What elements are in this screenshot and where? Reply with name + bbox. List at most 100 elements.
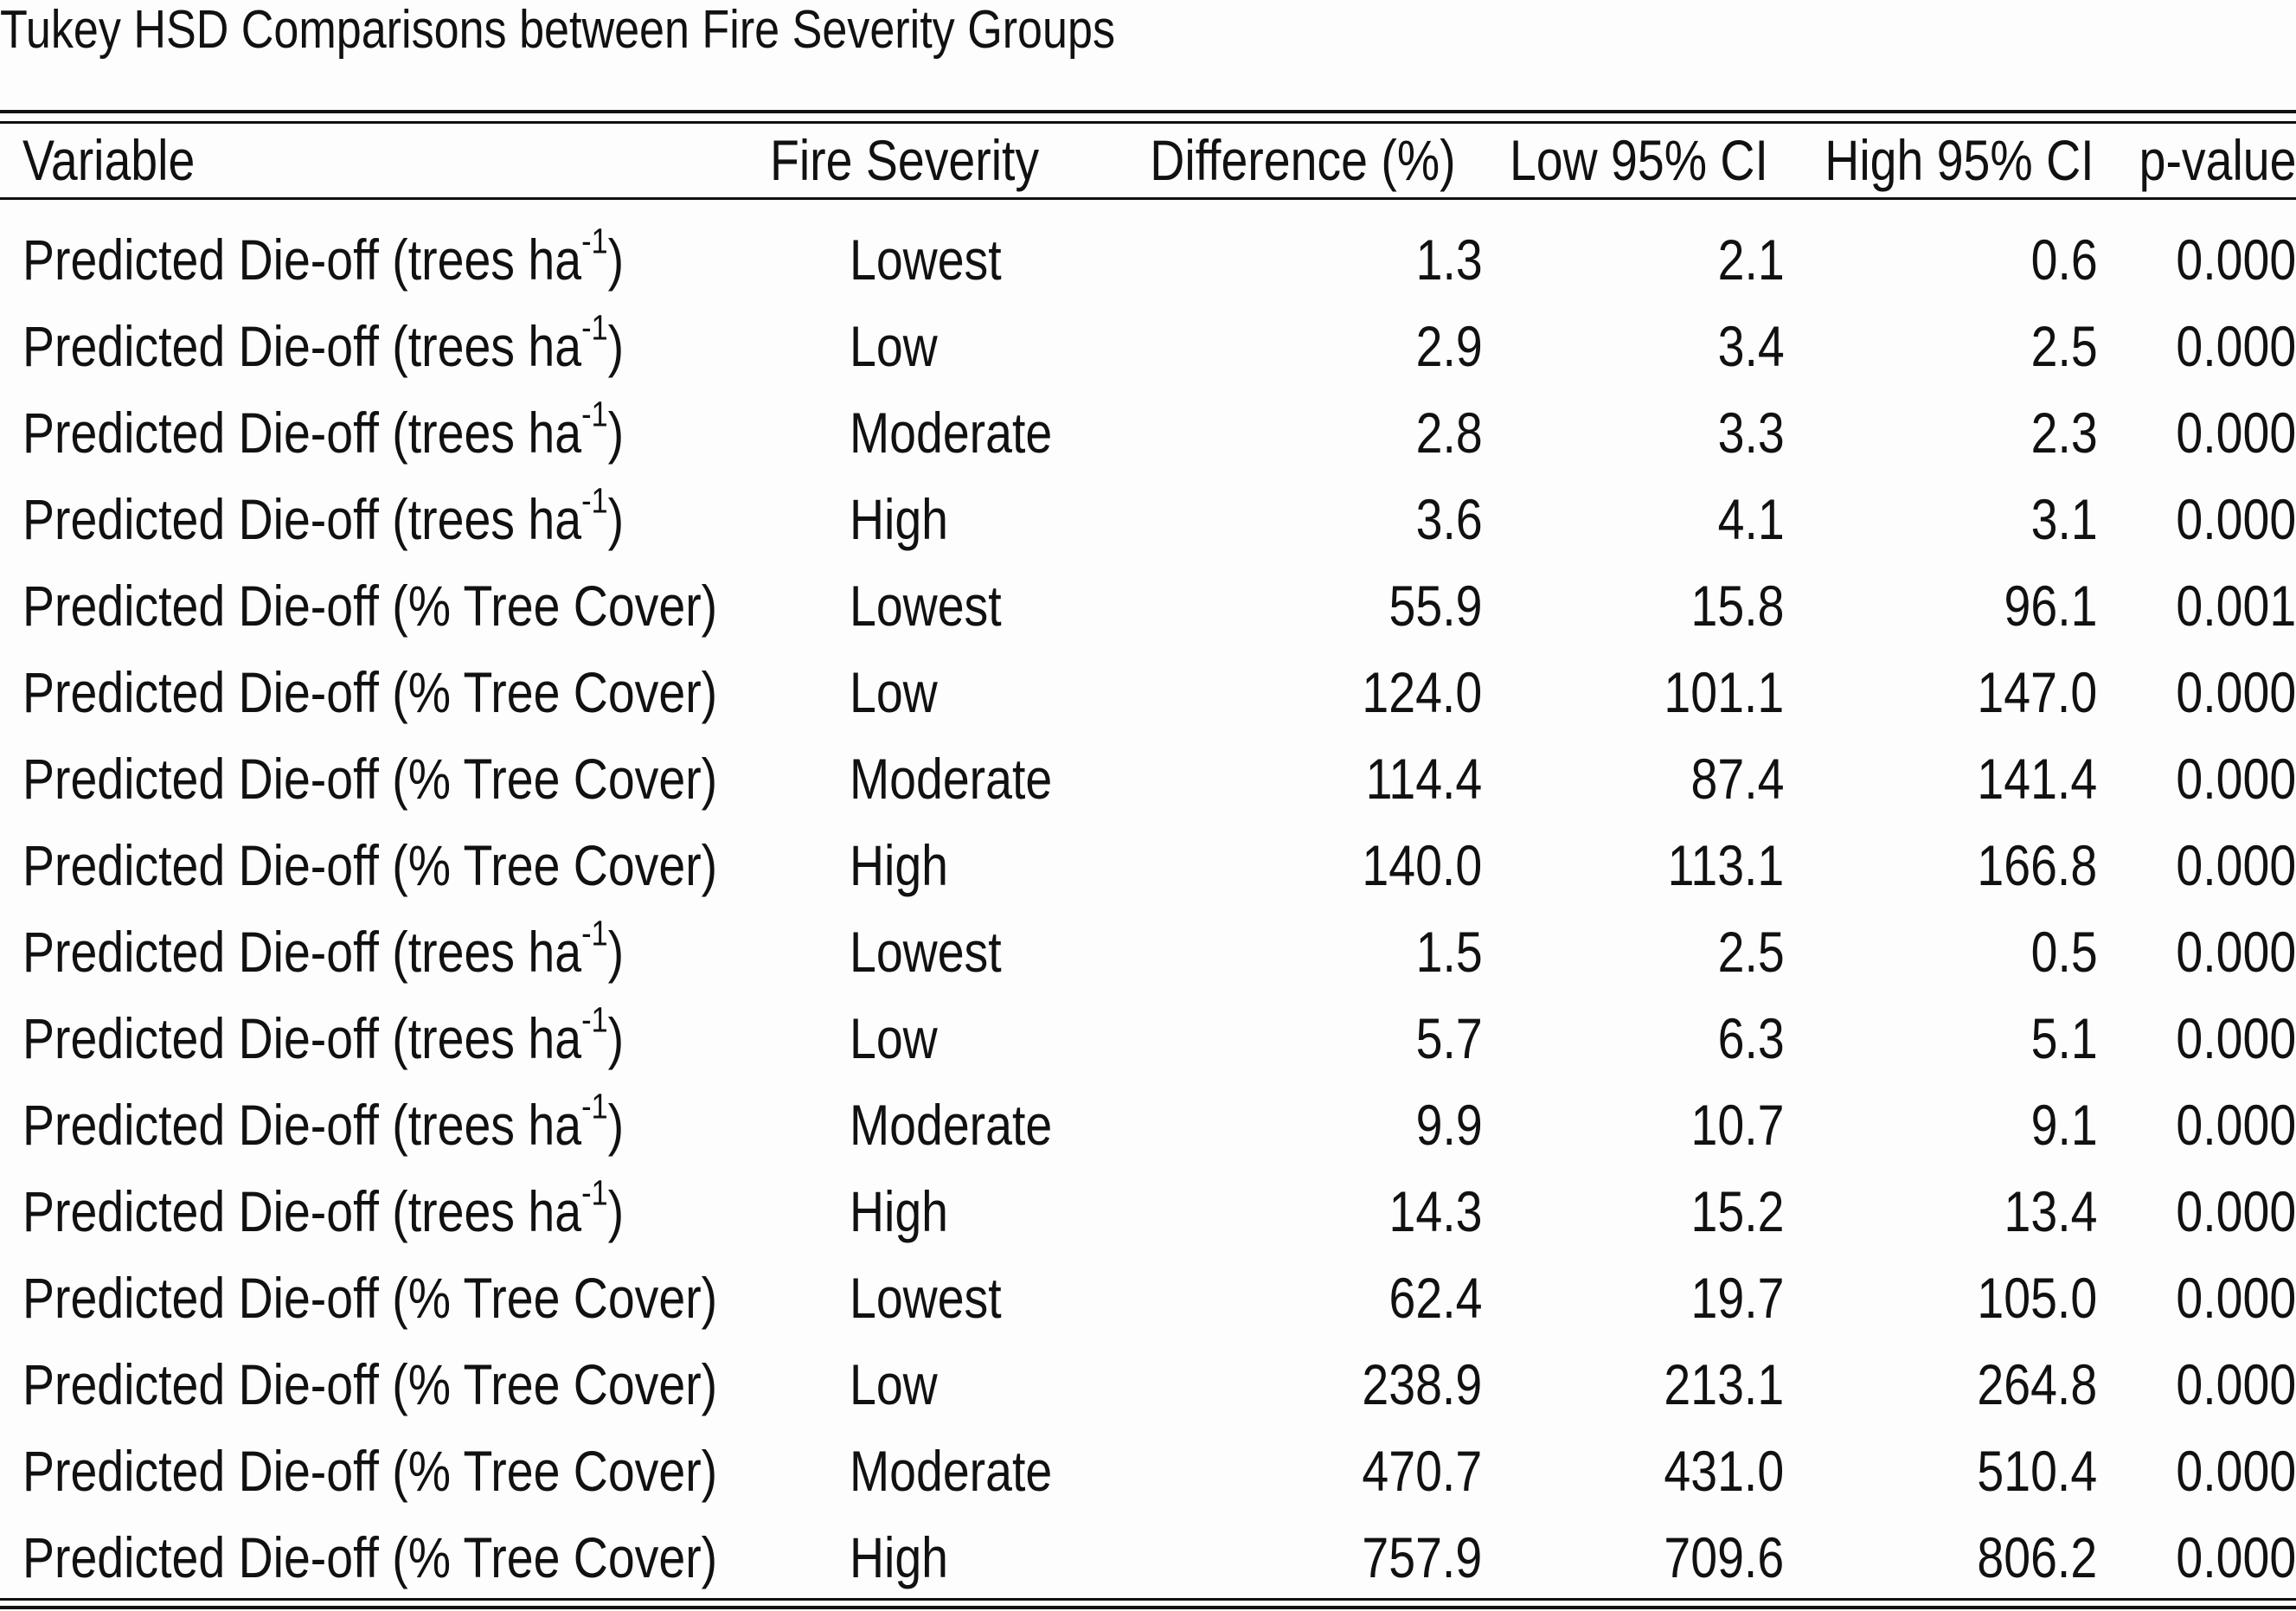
cell-p-value: 0.000 — [2176, 1352, 2296, 1416]
cell-high-ci: 96.1 — [2004, 574, 2098, 638]
variable-label: Predicted Die-off (% Tree Cover) — [22, 747, 718, 811]
unit-exponent: -1 — [581, 221, 608, 261]
cell-low-ci: 4.1 — [1717, 487, 1785, 551]
cell-difference: 1.5 — [1415, 920, 1483, 984]
cell-low-ci: 3.4 — [1717, 314, 1785, 378]
cell-variable: Predicted Die-off (trees ha-1) — [0, 303, 850, 389]
top-rule-inner — [0, 121, 2296, 124]
variable-label-close: ) — [607, 1093, 625, 1157]
cell-high-ci: 105.0 — [1977, 1266, 2098, 1330]
cell-fire-severity: Low — [850, 314, 938, 378]
cell-variable: Predicted Die-off (% Tree Cover) — [0, 735, 850, 822]
cell-high-ci: 5.1 — [2030, 1006, 2098, 1070]
cell-high-ci: 0.6 — [2030, 228, 2098, 292]
header-rule — [0, 197, 2296, 200]
variable-label: Predicted Die-off (trees ha — [22, 1093, 582, 1157]
variable-label-close: ) — [607, 401, 625, 465]
cell-low-ci: 6.3 — [1717, 1006, 1785, 1070]
table-row: Predicted Die-off (% Tree Cover) Lowest 62… — [0, 1255, 2296, 1341]
header-row: Variable Fire Severity Difference (%) Lo… — [0, 125, 2296, 195]
cell-variable: Predicted Die-off (% Tree Cover) — [0, 1255, 850, 1341]
cell-low-ci: 87.4 — [1690, 747, 1785, 811]
cell-p-value: 0.000 — [2176, 833, 2296, 897]
unit-exponent: -1 — [581, 999, 608, 1040]
cell-p-value: 0.000 — [2176, 314, 2296, 378]
cell-high-ci: 510.4 — [1977, 1439, 2098, 1503]
variable-label-close: ) — [607, 228, 625, 292]
cell-p-value: 0.000 — [2176, 1179, 2296, 1243]
cell-high-ci: 2.5 — [2030, 314, 2098, 378]
cell-fire-severity: Moderate — [850, 401, 1053, 465]
cell-low-ci: 2.5 — [1717, 920, 1785, 984]
variable-label: Predicted Die-off (trees ha — [22, 1006, 582, 1070]
table-row: Predicted Die-off (trees ha-1) Low 5.7 6.3 5… — [0, 995, 2296, 1081]
cell-variable: Predicted Die-off (trees ha-1) — [0, 908, 850, 995]
cell-low-ci: 709.6 — [1664, 1525, 1785, 1589]
cell-low-ci: 10.7 — [1690, 1093, 1785, 1157]
cell-p-value: 0.000 — [2176, 228, 2296, 292]
cell-fire-severity: High — [850, 1179, 949, 1243]
cell-variable: Predicted Die-off (trees ha-1) — [0, 389, 850, 476]
cell-p-value: 0.000 — [2176, 920, 2296, 984]
cell-high-ci: 147.0 — [1977, 660, 2098, 724]
variable-label: Predicted Die-off (% Tree Cover) — [22, 1352, 718, 1416]
cell-high-ci: 806.2 — [1977, 1525, 2098, 1589]
cell-variable: Predicted Die-off (% Tree Cover) — [0, 1341, 850, 1428]
cell-fire-severity: High — [850, 833, 949, 897]
cell-variable: Predicted Die-off (% Tree Cover) — [0, 562, 850, 649]
top-rule — [0, 110, 2296, 113]
cell-difference: 2.9 — [1415, 314, 1483, 378]
variable-label: Predicted Die-off (% Tree Cover) — [22, 574, 718, 638]
cell-low-ci: 3.3 — [1717, 401, 1785, 465]
cell-fire-severity: Moderate — [850, 747, 1053, 811]
cell-low-ci: 101.1 — [1664, 660, 1785, 724]
cell-variable: Predicted Die-off (trees ha-1) — [0, 216, 850, 303]
variable-label: Predicted Die-off (trees ha — [22, 314, 582, 378]
cell-high-ci: 13.4 — [2004, 1179, 2098, 1243]
cell-low-ci: 213.1 — [1664, 1352, 1785, 1416]
cell-fire-severity: Lowest — [850, 228, 1002, 292]
unit-exponent: -1 — [581, 1086, 608, 1126]
cell-fire-severity: Low — [850, 660, 938, 724]
table-title: Tukey HSD Comparisons between Fire Sever… — [0, 0, 1115, 60]
cell-high-ci: 2.3 — [2030, 401, 2098, 465]
cell-difference: 757.9 — [1362, 1525, 1483, 1589]
variable-label-close: ) — [607, 314, 625, 378]
column-header-difference: Difference (%) — [1150, 128, 1456, 192]
unit-exponent: -1 — [581, 1172, 608, 1213]
cell-high-ci: 0.5 — [2030, 920, 2098, 984]
unit-exponent: -1 — [581, 307, 608, 348]
cell-difference: 9.9 — [1415, 1093, 1483, 1157]
table-row: Predicted Die-off (% Tree Cover) Low 238.9… — [0, 1341, 2296, 1428]
cell-difference: 140.0 — [1362, 833, 1483, 897]
table-row: Predicted Die-off (trees ha-1) High 3.6 4.1… — [0, 476, 2296, 562]
column-header-fire-severity: Fire Severity — [769, 128, 1040, 192]
cell-difference: 5.7 — [1415, 1006, 1483, 1070]
cell-p-value: 0.000 — [2176, 487, 2296, 551]
cell-low-ci: 431.0 — [1664, 1439, 1785, 1503]
unit-exponent: -1 — [581, 480, 608, 521]
table-row: Predicted Die-off (% Tree Cover) Moderate… — [0, 1428, 2296, 1514]
cell-variable: Predicted Die-off (trees ha-1) — [0, 1081, 850, 1168]
variable-label: Predicted Die-off (% Tree Cover) — [22, 1439, 718, 1503]
cell-difference: 238.9 — [1362, 1352, 1483, 1416]
cell-p-value: 0.000 — [2176, 401, 2296, 465]
table-body: Predicted Die-off (trees ha-1) Lowest 1.3 2… — [0, 216, 2296, 1601]
variable-label: Predicted Die-off (trees ha — [22, 401, 582, 465]
variable-label-close: ) — [607, 487, 625, 551]
cell-difference: 62.4 — [1389, 1266, 1483, 1330]
cell-variable: Predicted Die-off (% Tree Cover) — [0, 1514, 850, 1601]
cell-fire-severity: High — [850, 1525, 949, 1589]
cell-low-ci: 2.1 — [1717, 228, 1785, 292]
variable-label-close: ) — [607, 1006, 625, 1070]
table-row: Predicted Die-off (% Tree Cover) Moderate… — [0, 735, 2296, 822]
variable-label-close: ) — [607, 920, 625, 984]
cell-p-value: 0.000 — [2176, 1439, 2296, 1503]
variable-label: Predicted Die-off (trees ha — [22, 487, 582, 551]
column-header-p-value: p-value — [2139, 128, 2296, 192]
variable-label: Predicted Die-off (% Tree Cover) — [22, 833, 718, 897]
cell-fire-severity: Lowest — [850, 920, 1002, 984]
cell-variable: Predicted Die-off (trees ha-1) — [0, 1168, 850, 1255]
variable-label: Predicted Die-off (% Tree Cover) — [22, 1266, 718, 1330]
cell-variable: Predicted Die-off (% Tree Cover) — [0, 1428, 850, 1514]
